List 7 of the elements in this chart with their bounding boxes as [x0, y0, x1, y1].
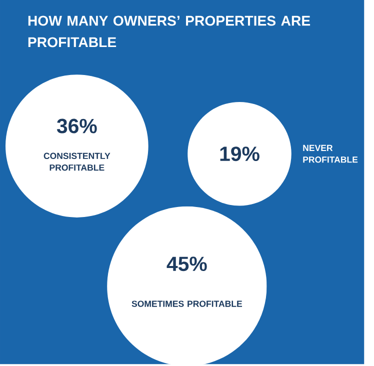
category-label: CONSISTENTLY PROFITABLE: [44, 152, 110, 171]
category-label: NEVER PROFITABLE: [303, 144, 358, 163]
data-label: 19%: [220, 146, 260, 162]
data-label: 36%: [56, 118, 97, 134]
data-label: 45%: [166, 256, 207, 272]
text: HOW MANY OWNERS’ PROPERTIES ARE PROFITABLE: [28, 16, 310, 48]
category-label: SOMETIMES PROFITABLE: [132, 300, 242, 307]
